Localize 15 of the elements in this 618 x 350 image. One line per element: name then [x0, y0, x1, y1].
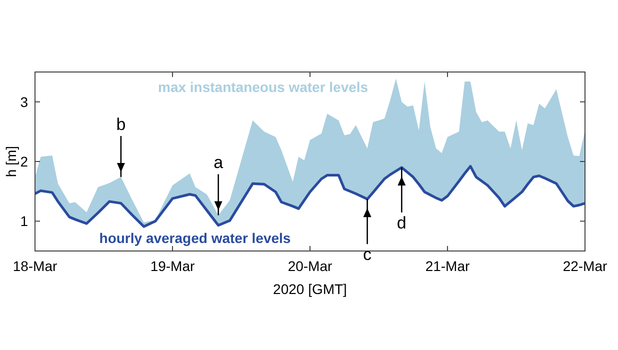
- x-tick-label: 19-Mar: [150, 258, 196, 274]
- y-tick-label: 2: [20, 154, 28, 170]
- annotation: a: [214, 153, 224, 172]
- y-axis-title: h [m]: [3, 146, 19, 178]
- annotation: b: [116, 115, 126, 134]
- x-tick-label: 21-Mar: [425, 258, 470, 274]
- x-tick-label: 18-Mar: [12, 258, 58, 274]
- y-tick-label: 1: [20, 213, 28, 230]
- y-tick-label: 3: [20, 94, 28, 110]
- series-label: max instantaneous water levels: [158, 79, 368, 95]
- x-axis-title: 2020 [GMT]: [273, 281, 347, 297]
- x-tick-label: 20-Mar: [288, 258, 333, 274]
- annotation: d: [396, 213, 406, 232]
- x-tick-label: 22-Mar: [562, 258, 608, 274]
- series-label: hourly averaged water levels: [99, 230, 291, 246]
